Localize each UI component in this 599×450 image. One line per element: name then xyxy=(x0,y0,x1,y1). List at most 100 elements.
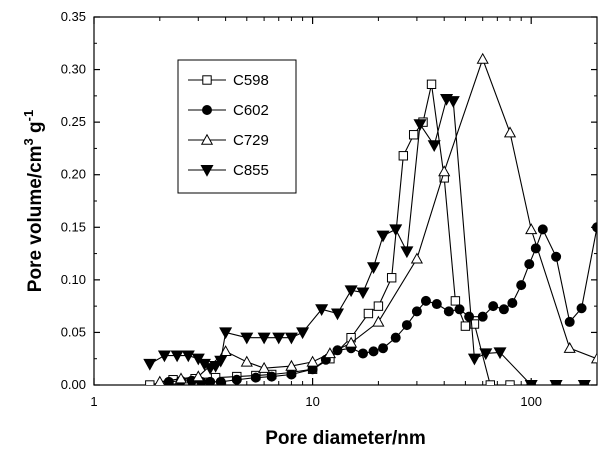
data-point-c602 xyxy=(357,348,368,359)
data-point-c729 xyxy=(285,359,298,371)
data-point-c729 xyxy=(590,352,597,364)
data-point-c855 xyxy=(181,350,195,363)
x-axis-title: Pore diameter/nm xyxy=(265,428,426,449)
series-c729 xyxy=(154,52,597,385)
data-point-c598 xyxy=(469,319,480,329)
data-point-c729 xyxy=(503,126,517,138)
data-point-c855 xyxy=(170,350,184,363)
data-point-c598 xyxy=(386,273,397,283)
data-point-c602 xyxy=(390,332,401,343)
data-point-c729 xyxy=(174,372,188,384)
data-point-c729 xyxy=(525,223,538,235)
y-tick-label: 0.15 xyxy=(61,219,86,234)
plot-area: 0.00 0.05 0.10 0.15 0.20 0.25 0.30 0.35 1 10 100 C5… xyxy=(61,9,598,409)
data-point-c855 xyxy=(367,262,381,274)
data-point-c602 xyxy=(378,343,389,354)
data-point-c602 xyxy=(411,306,422,317)
data-point-c855 xyxy=(467,353,481,366)
x-tick-label: 10 xyxy=(305,394,319,409)
data-point-c855 xyxy=(413,119,427,131)
legend: C598 C602 C729 C855 xyxy=(177,59,297,194)
y-tick-label: 0.10 xyxy=(61,272,86,287)
data-point-c602 xyxy=(507,297,518,308)
data-point-c602 xyxy=(266,371,277,382)
data-point-c602 xyxy=(576,303,587,314)
data-point-c602 xyxy=(401,320,412,331)
data-point-c855 xyxy=(330,308,345,321)
data-point-c855 xyxy=(376,230,390,243)
data-point-c855 xyxy=(143,358,157,371)
legend-item-c602: C602 xyxy=(188,102,269,119)
data-point-c855 xyxy=(272,332,286,345)
data-point-c855 xyxy=(157,350,171,363)
y-axis-title-sup1: 3 xyxy=(21,138,36,145)
y-axis-title: Pore volume/cm3 g-1 xyxy=(21,110,46,292)
legend-label-c855: C855 xyxy=(233,162,269,179)
legend-item-c598: C598 xyxy=(188,72,269,89)
data-point-c855 xyxy=(493,347,507,360)
data-point-c602 xyxy=(498,304,509,315)
data-point-c729 xyxy=(372,315,385,327)
data-point-c729 xyxy=(154,375,166,385)
data-point-c729 xyxy=(476,52,489,64)
data-point-c602 xyxy=(368,346,379,357)
legend-item-c729: C729 xyxy=(188,132,269,149)
data-point-c602 xyxy=(431,299,442,310)
plot-frame xyxy=(93,16,598,386)
data-point-c602 xyxy=(215,376,226,385)
data-point-c729 xyxy=(344,336,358,348)
x-tick-label: 1 xyxy=(90,394,97,409)
data-point-c855 xyxy=(549,379,563,385)
data-point-c602 xyxy=(551,251,562,262)
legend-marker-c729 xyxy=(200,133,214,145)
data-point-c855 xyxy=(219,327,233,340)
data-point-c855 xyxy=(214,355,228,368)
data-point-c602 xyxy=(564,316,575,327)
data-point-c855 xyxy=(427,140,441,152)
legend-label-c729: C729 xyxy=(233,132,269,149)
data-point-c855 xyxy=(400,246,414,259)
y-tick-label: 0.05 xyxy=(61,324,86,339)
series-c855 xyxy=(143,93,591,385)
data-point-c855 xyxy=(209,361,223,373)
data-point-c855 xyxy=(446,96,460,108)
data-point-c729 xyxy=(258,361,271,373)
data-point-c729 xyxy=(323,347,337,359)
data-point-c855 xyxy=(389,224,403,237)
data-point-c598 xyxy=(363,308,374,319)
y-axis-title-sup2: -1 xyxy=(21,110,36,122)
data-point-c602 xyxy=(231,374,242,385)
data-point-c729 xyxy=(410,252,423,264)
data-point-c598 xyxy=(408,130,419,140)
data-point-c598 xyxy=(460,321,471,331)
data-point-c602 xyxy=(286,369,297,380)
data-point-c602 xyxy=(516,280,527,291)
data-point-c602 xyxy=(420,295,431,306)
data-point-c602 xyxy=(454,304,465,315)
data-point-c598 xyxy=(426,79,437,89)
legend-item-c855: C855 xyxy=(188,162,269,179)
data-point-c855 xyxy=(296,327,310,340)
data-point-c729 xyxy=(563,341,576,353)
data-point-c855 xyxy=(344,285,358,298)
legend-marker-c602 xyxy=(201,105,212,116)
data-point-c729 xyxy=(438,165,451,177)
legend-label-c602: C602 xyxy=(233,102,269,119)
data-point-c855 xyxy=(240,332,254,345)
data-point-c602 xyxy=(488,301,499,312)
data-point-c602 xyxy=(477,311,488,322)
data-point-c602 xyxy=(524,259,535,270)
data-point-c855 xyxy=(315,304,329,316)
data-point-c729 xyxy=(240,355,253,367)
data-point-c729 xyxy=(192,370,205,382)
data-point-c855 xyxy=(524,379,538,385)
legend-box xyxy=(177,59,297,194)
y-axis-title-main: Pore volume/cm xyxy=(25,145,46,292)
data-point-c598 xyxy=(145,380,155,385)
data-point-c855 xyxy=(577,379,591,385)
data-point-c598 xyxy=(505,380,515,385)
data-point-c602 xyxy=(537,224,548,235)
data-point-c855 xyxy=(257,332,271,345)
y-axis-title-mid: g xyxy=(25,121,46,138)
data-point-c602 xyxy=(163,376,174,385)
